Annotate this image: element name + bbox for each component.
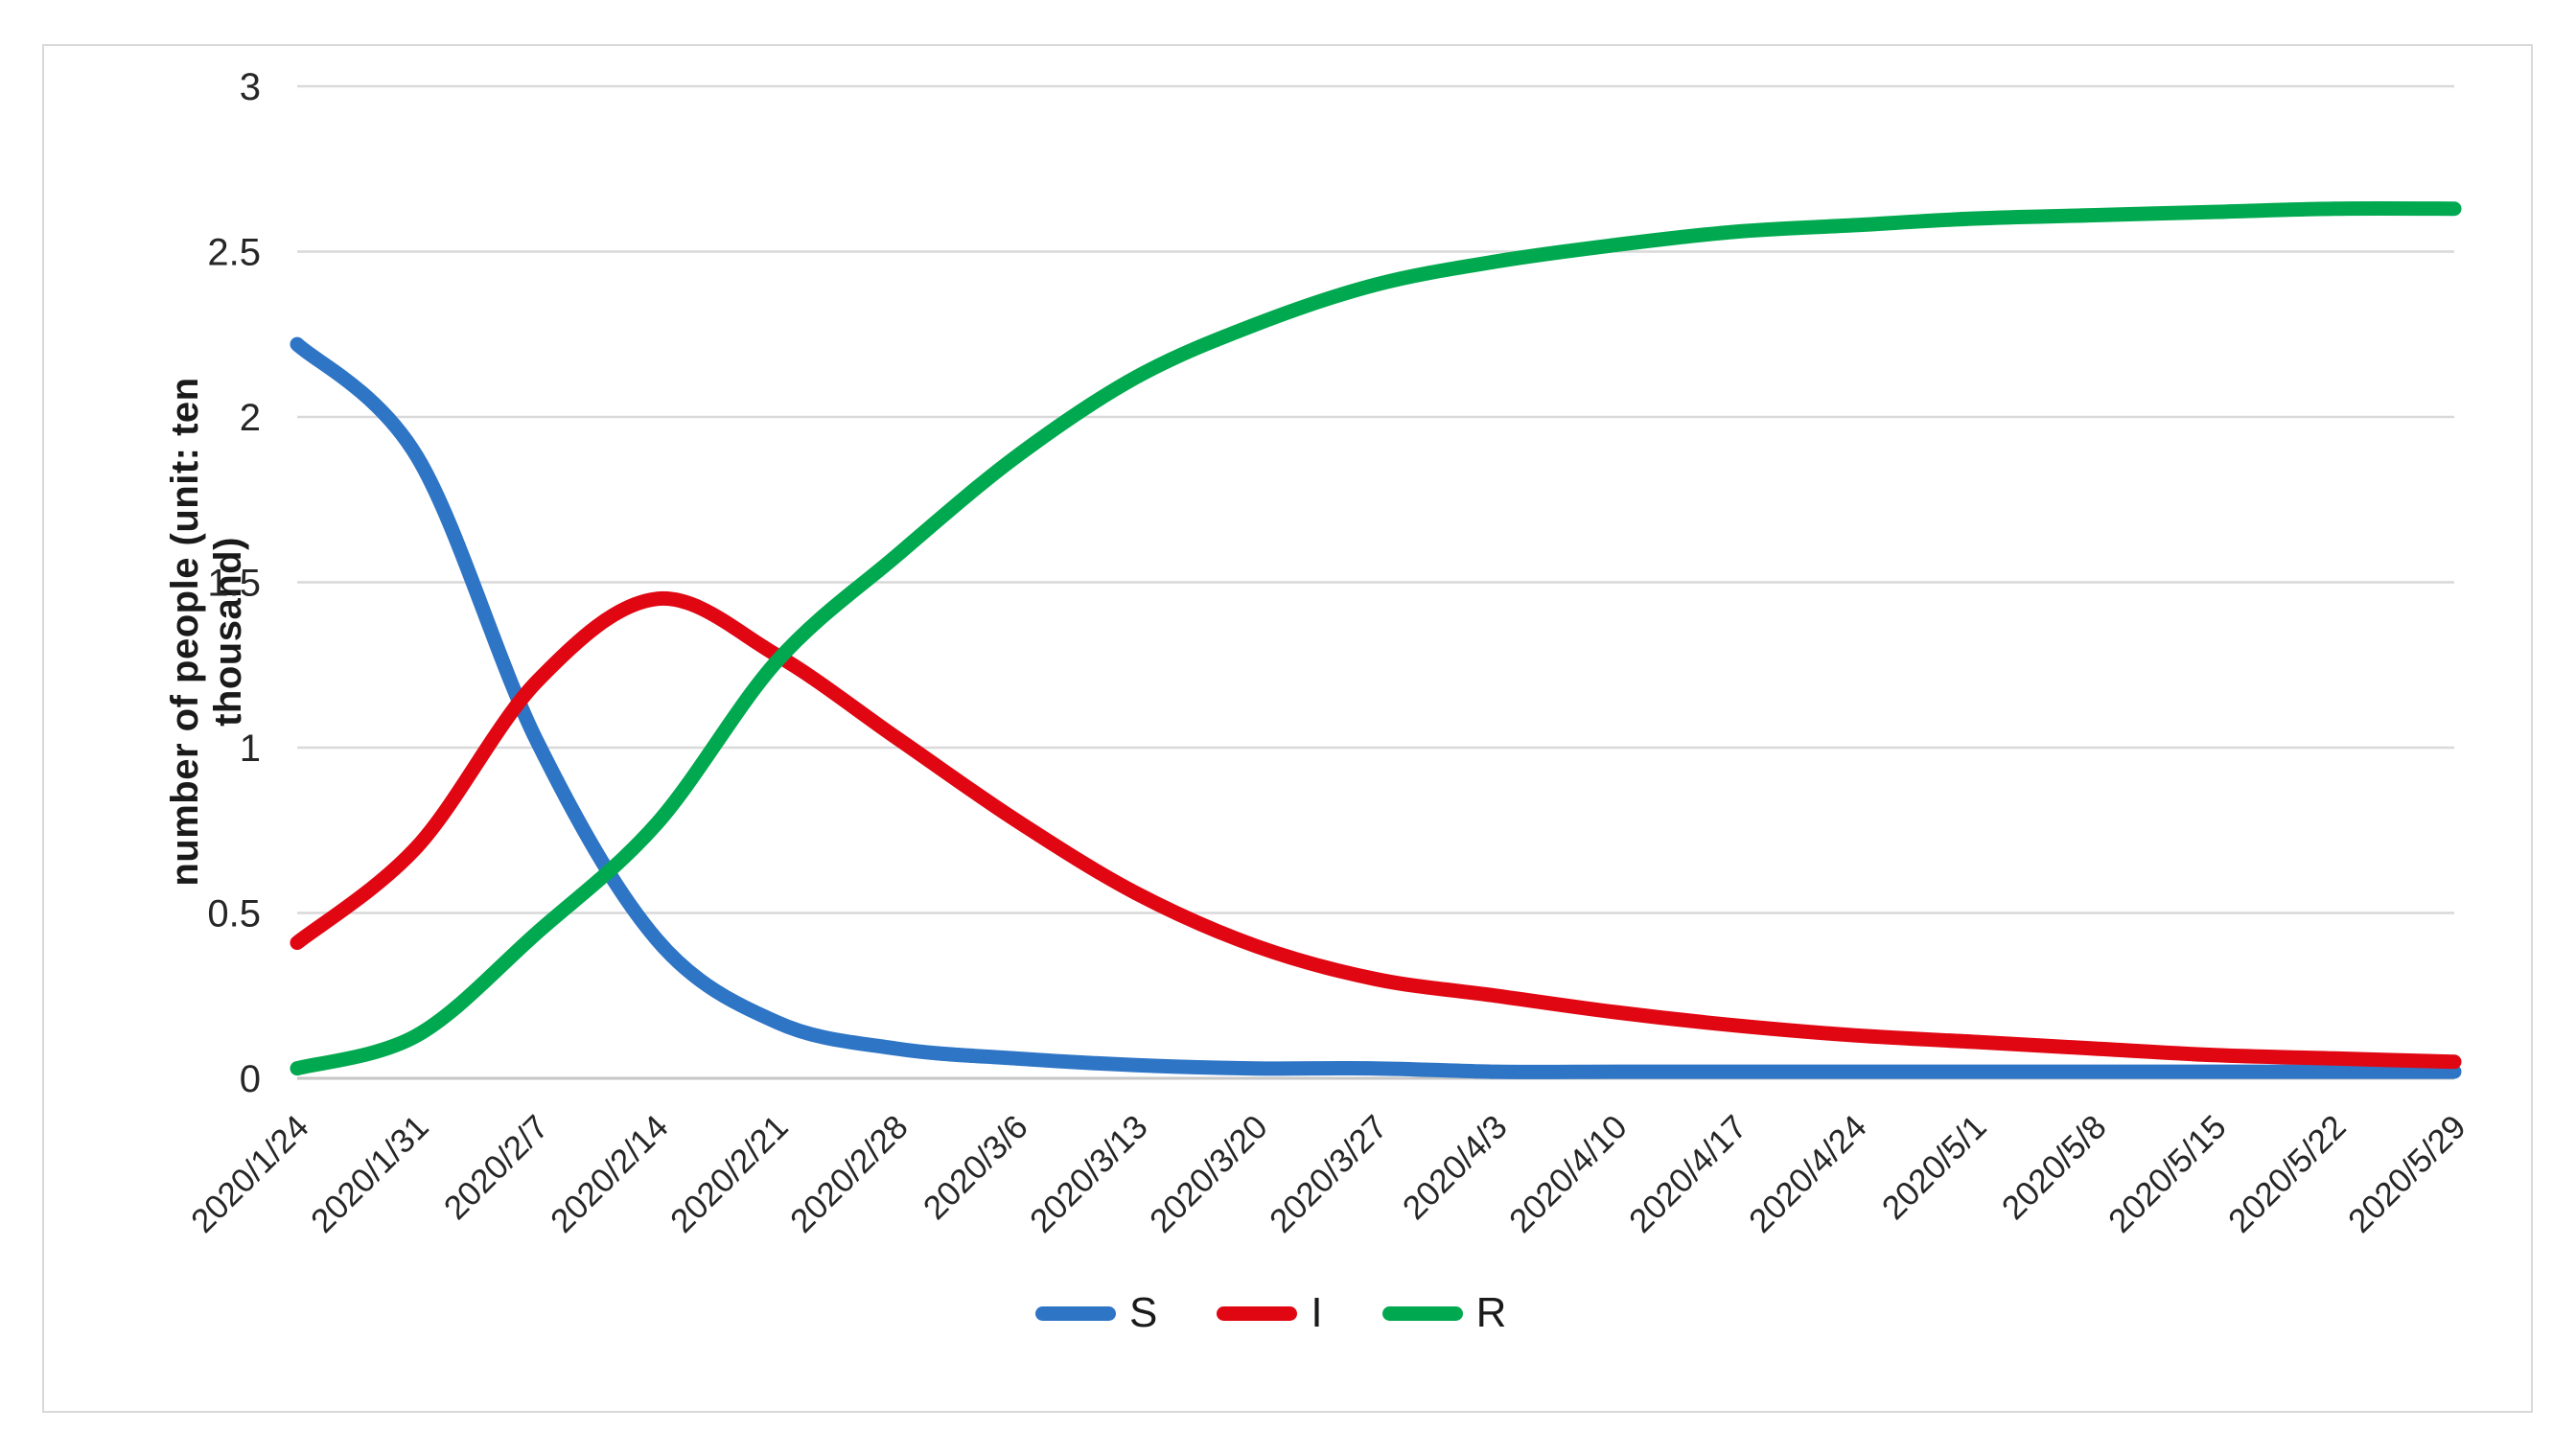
x-tick-label: 2020/5/1 — [1875, 1108, 1994, 1227]
x-tick-label: 2020/5/22 — [2221, 1108, 2354, 1240]
legend-item-i[interactable]: I — [1217, 1289, 1323, 1336]
legend-label-i: I — [1311, 1289, 1323, 1336]
y-tick-label: 0 — [240, 1058, 261, 1100]
x-tick-label: 2020/1/24 — [184, 1108, 316, 1240]
x-tick-label: 2020/3/6 — [917, 1108, 1035, 1227]
x-tick-label: 2020/4/17 — [1622, 1108, 1754, 1240]
y-tick-label: 3 — [240, 66, 261, 108]
x-tick-label: 2020/5/15 — [2101, 1108, 2234, 1240]
x-tick-label: 2020/3/20 — [1143, 1108, 1275, 1240]
legend-swatch-i — [1217, 1305, 1298, 1321]
x-tick-label: 2020/2/21 — [663, 1108, 796, 1240]
x-tick-label: 2020/2/14 — [544, 1108, 676, 1240]
legend-item-s[interactable]: S — [1035, 1292, 1157, 1334]
y-tick-label: 2.5 — [207, 232, 261, 274]
legend-swatch-r — [1381, 1305, 1463, 1321]
x-tick-label: 2020/4/24 — [1742, 1108, 1874, 1240]
legend-item-r[interactable]: R — [1381, 1289, 1507, 1336]
legend-swatch-s — [1035, 1305, 1116, 1321]
chart-legend: S I R — [1035, 1292, 1506, 1334]
y-tick-label: 2 — [240, 397, 261, 439]
x-tick-label: 2020/2/7 — [437, 1108, 556, 1227]
y-tick-label: 1.5 — [207, 563, 261, 605]
x-tick-label: 2020/3/13 — [1023, 1108, 1155, 1240]
x-tick-label: 2020/5/29 — [2341, 1108, 2473, 1240]
x-tick-label: 2020/4/3 — [1396, 1108, 1515, 1227]
legend-label-s: S — [1129, 1289, 1158, 1336]
series-line-S[interactable] — [290, 336, 2462, 1079]
x-tick-label: 2020/4/10 — [1502, 1108, 1635, 1240]
series-line-I[interactable] — [290, 590, 2462, 1070]
legend-label-r: R — [1475, 1289, 1507, 1336]
x-tick-label: 2020/1/31 — [304, 1108, 436, 1240]
y-tick-label: 0.5 — [207, 893, 261, 935]
x-tick-label: 2020/2/28 — [783, 1108, 916, 1240]
x-tick-label: 2020/5/8 — [1995, 1108, 2114, 1227]
chart-frame: number of people (unit: ten thousand) — [42, 44, 2533, 1413]
y-tick-label: 1 — [240, 728, 261, 770]
series-line-R[interactable] — [290, 200, 2462, 1076]
x-tick-label: 2020/3/27 — [1263, 1108, 1395, 1240]
